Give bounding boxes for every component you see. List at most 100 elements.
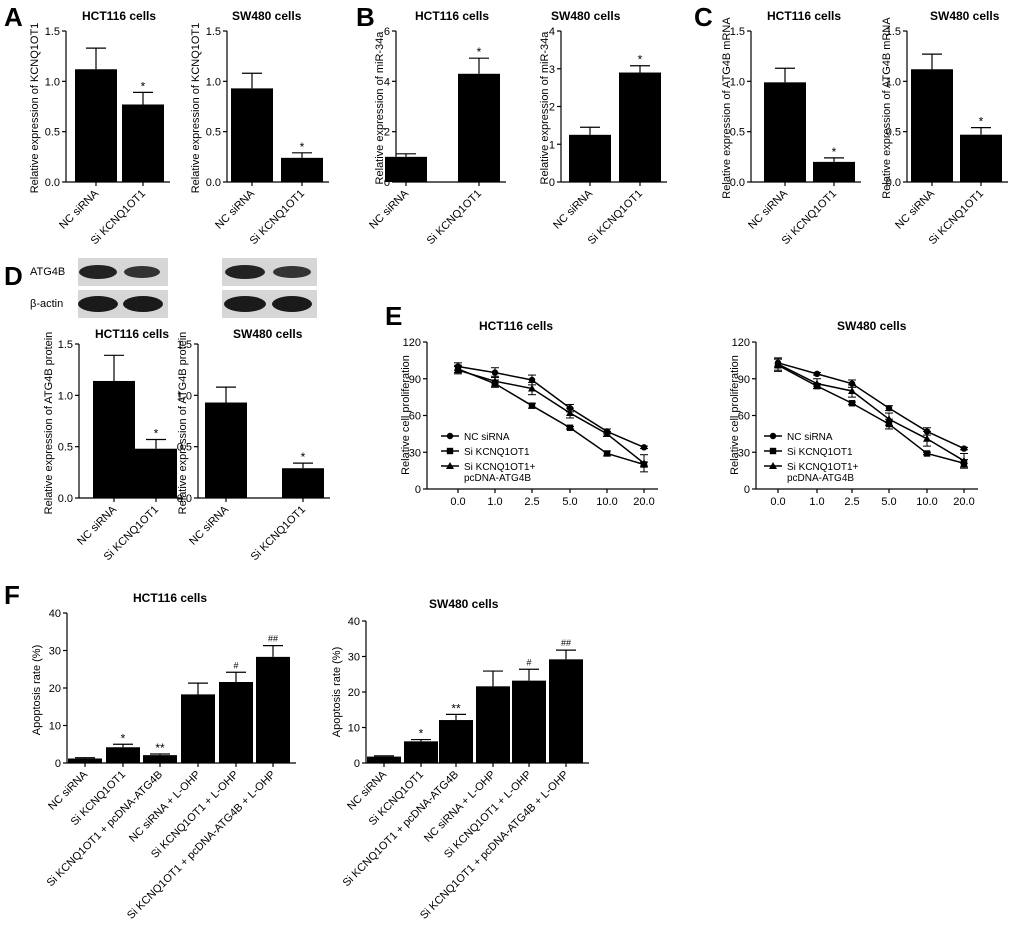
x-tick-label: Si KCNQ1OT1 [249, 504, 308, 563]
legend-label-line: pcDNA-ATG4B [787, 473, 854, 484]
bar [75, 69, 117, 182]
y-axis-label: Relative expression of ATG4B protein [177, 332, 189, 515]
y-tick-label: 0 [744, 484, 750, 496]
data-point [454, 366, 462, 374]
legend-label-line: pcDNA-ATG4B [464, 473, 531, 484]
bar [367, 756, 401, 763]
bar [143, 755, 177, 763]
chart-e2: 0 30 60 90 120 Relative cell proliferation SW4… [729, 319, 978, 508]
charts: 0.0 0.5 1.0 1.5 Relative expression of KCNQ1… [29, 9, 1008, 922]
significance-marker: * [832, 145, 837, 159]
significance-marker: * [154, 426, 159, 440]
legend-label: NC siRNA [464, 432, 510, 443]
significance-marker: ## [561, 638, 571, 648]
panel-labels: A B C D E F [4, 2, 713, 610]
data-point [446, 462, 454, 469]
y-tick-label: 10 [348, 723, 360, 735]
chart-a2: 0.0 0.5 1.0 1.5 Relative expression of KCNQ1… [190, 9, 329, 247]
y-tick-label: 3 [549, 64, 555, 76]
data-point [566, 409, 574, 417]
blot-band [123, 296, 163, 312]
bar [764, 82, 806, 182]
y-tick-label: 0 [384, 177, 390, 189]
y-axis-label: Relative expression of ATG4B protein [43, 332, 55, 515]
bar [93, 380, 135, 498]
significance-marker: * [141, 79, 146, 93]
significance-marker: * [301, 450, 306, 464]
chart-a1: 0.0 0.5 1.0 1.5 Relative expression of KCNQ1… [29, 9, 170, 247]
chart-title: SW480 cells [429, 597, 499, 611]
y-tick-label: 60 [738, 411, 750, 423]
x-tick-label: 10.0 [916, 496, 937, 508]
data-point [528, 402, 536, 409]
x-tick-label: 20.0 [953, 496, 974, 508]
y-tick-label: 1.0 [730, 76, 745, 88]
series-triangle [454, 366, 648, 473]
legend-label: Si KCNQ1OT1 [464, 447, 530, 458]
y-tick-label: 30 [348, 652, 360, 664]
y-tick-label: 0 [549, 177, 555, 189]
panel-label-a: A [4, 2, 23, 32]
x-tick-label: 0.0 [770, 496, 785, 508]
panel-label-f: F [4, 580, 20, 610]
blot-band [272, 296, 312, 312]
y-tick-label: 0.5 [45, 127, 60, 139]
y-tick-label: 1.5 [177, 339, 192, 351]
blot-label-beta-actin: β-actin [30, 298, 63, 310]
series-circle [774, 357, 968, 452]
panel-label-e: E [385, 301, 402, 331]
x-tick-label: 0.0 [450, 496, 465, 508]
bar [619, 72, 661, 182]
x-tick-label: 1.0 [487, 496, 502, 508]
data-point [566, 424, 574, 431]
data-point [848, 400, 856, 407]
y-tick-label: 0.0 [886, 177, 901, 189]
legend-label: Si KCNQ1OT1 [787, 447, 853, 458]
chart-title: HCT116 cells [479, 319, 553, 333]
legend-label-line: Si KCNQ1OT1+ [464, 462, 536, 473]
y-tick-label: 90 [738, 374, 750, 386]
y-axis-label: Apoptosis rate (%) [331, 647, 343, 737]
significance-marker: # [526, 657, 531, 667]
data-point [769, 432, 777, 440]
panel-label-c: C [694, 2, 713, 32]
blot-band [124, 266, 160, 278]
y-axis-label: Apoptosis rate (%) [31, 645, 43, 735]
chart-title: HCT116 cells [133, 591, 207, 605]
x-tick-label: NC siRNA [746, 187, 790, 231]
significance-marker: * [419, 727, 424, 741]
y-tick-label: 1.0 [206, 76, 221, 88]
x-tick-label: 5.0 [881, 496, 896, 508]
panel-label-d: D [4, 261, 23, 291]
y-tick-label: 10 [49, 721, 61, 733]
series-line [777, 363, 965, 462]
x-tick-label: NC siRNA [75, 503, 119, 547]
series-line [457, 369, 645, 464]
series-triangle [774, 357, 968, 469]
bar [282, 468, 324, 498]
chart-title: SW480 cells [233, 327, 303, 341]
chart-e1: 0 30 60 90 120 Relative cell proliferation HCT… [400, 319, 658, 508]
x-tick-label: 2.5 [524, 496, 539, 508]
bar [569, 134, 611, 182]
chart-title: SW480 cells [837, 319, 907, 333]
data-point [774, 360, 782, 368]
y-axis-label: Relative expression of ATG4B mRNA [881, 17, 893, 199]
x-tick-label: NC siRNA [213, 187, 257, 231]
chart-title: SW480 cells [232, 9, 302, 23]
data-point [885, 404, 893, 412]
bar [181, 694, 215, 763]
y-tick-label: 30 [738, 447, 750, 459]
bar [68, 758, 102, 763]
y-tick-label: 120 [732, 337, 750, 349]
y-tick-label: 0.5 [730, 127, 745, 139]
bar [122, 104, 164, 182]
data-point [528, 376, 536, 384]
x-tick-label: NC siRNA [367, 187, 411, 231]
bar [281, 157, 323, 182]
bar [256, 656, 290, 763]
y-axis-label: Relative expression of miR-34a [539, 31, 551, 185]
